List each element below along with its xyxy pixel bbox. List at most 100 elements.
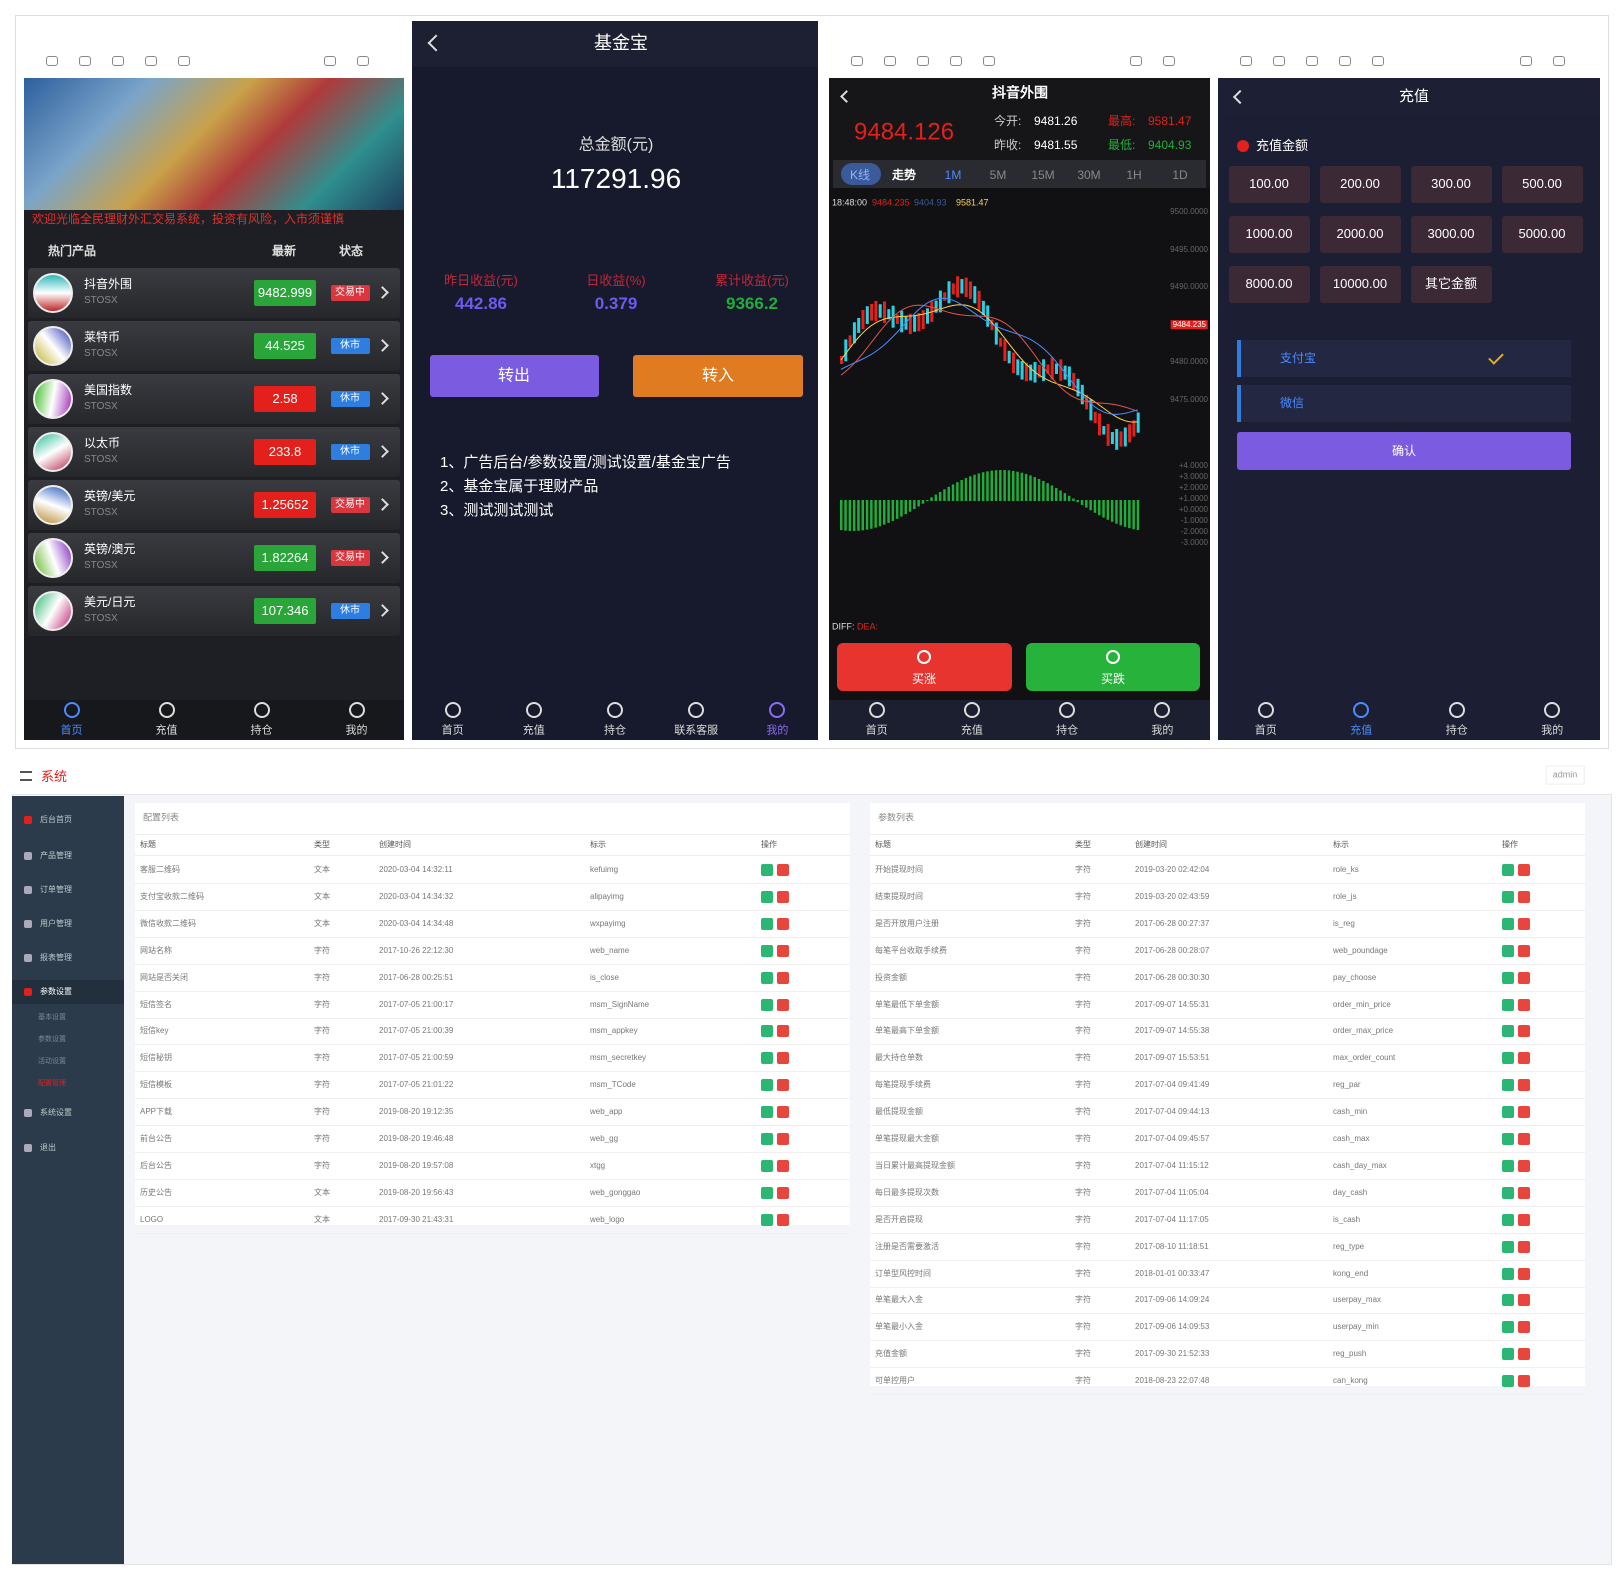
nav-label[interactable]: 持仓 bbox=[604, 724, 626, 737]
edit-button[interactable] bbox=[1502, 1375, 1514, 1388]
toolbar-icon[interactable] bbox=[1240, 56, 1252, 66]
button-label[interactable]: 转入 bbox=[701, 367, 735, 385]
edit-button[interactable] bbox=[1502, 1025, 1514, 1038]
nav-icon[interactable] bbox=[158, 702, 175, 718]
amount-text[interactable]: 300.00 bbox=[1431, 176, 1471, 192]
delete-button[interactable] bbox=[1518, 1213, 1530, 1226]
button-label[interactable]: 买跌 bbox=[1100, 671, 1126, 686]
nav-icon[interactable] bbox=[1257, 702, 1274, 718]
amount-text[interactable]: 10000.00 bbox=[1332, 276, 1388, 292]
toolbar-icon[interactable] bbox=[79, 56, 91, 66]
amount-text[interactable]: 5000.00 bbox=[1518, 226, 1566, 242]
edit-button[interactable] bbox=[761, 1213, 773, 1226]
amount-option[interactable] bbox=[1320, 266, 1401, 303]
nav-icon[interactable] bbox=[253, 702, 270, 718]
delete-button[interactable] bbox=[1518, 1267, 1530, 1280]
nav-icon[interactable] bbox=[769, 702, 786, 718]
button-label[interactable]: 转出 bbox=[497, 367, 531, 385]
nav-label[interactable]: 首页 bbox=[441, 724, 464, 737]
delete-button[interactable] bbox=[1518, 1186, 1530, 1199]
confirm-button[interactable] bbox=[1237, 432, 1571, 470]
delete-button[interactable] bbox=[1518, 1159, 1530, 1172]
delete-button[interactable] bbox=[777, 1159, 789, 1172]
nav-icon[interactable] bbox=[607, 702, 623, 718]
delete-button[interactable] bbox=[777, 998, 789, 1011]
menu-item[interactable]: 报表管理 bbox=[40, 953, 72, 963]
edit-button[interactable] bbox=[1502, 1052, 1514, 1065]
amount-option[interactable] bbox=[1320, 166, 1401, 203]
tab[interactable]: 15M bbox=[1031, 167, 1055, 182]
amount-option[interactable] bbox=[1502, 216, 1583, 253]
amount-text[interactable]: 100.00 bbox=[1249, 176, 1289, 192]
menu-toggle[interactable] bbox=[20, 771, 32, 781]
toolbar-icon[interactable] bbox=[1306, 56, 1318, 66]
tab[interactable]: K线 bbox=[849, 167, 871, 182]
toolbar-icon[interactable] bbox=[46, 56, 58, 66]
edit-button[interactable] bbox=[1502, 1348, 1514, 1361]
amount-option[interactable] bbox=[1411, 266, 1492, 303]
edit-button[interactable] bbox=[1502, 1106, 1514, 1119]
toolbar-icon[interactable] bbox=[1372, 56, 1384, 66]
button-label[interactable]: 买涨 bbox=[911, 671, 937, 686]
delete-button[interactable] bbox=[777, 944, 789, 957]
edit-button[interactable] bbox=[1502, 1240, 1514, 1253]
delete-button[interactable] bbox=[1518, 1294, 1530, 1307]
toolbar-icon[interactable] bbox=[851, 56, 863, 66]
edit-button[interactable] bbox=[761, 1052, 773, 1065]
toolbar-icon[interactable] bbox=[178, 56, 190, 66]
delete-button[interactable] bbox=[1518, 1133, 1530, 1145]
amount-option[interactable] bbox=[1320, 216, 1401, 253]
delete-button[interactable] bbox=[1518, 1375, 1530, 1388]
toolbar-icon[interactable] bbox=[950, 56, 962, 66]
edit-button[interactable] bbox=[761, 917, 773, 930]
nav-icon[interactable] bbox=[525, 702, 542, 718]
edit-button[interactable] bbox=[761, 890, 773, 903]
delete-button[interactable] bbox=[1518, 1240, 1530, 1253]
edit-button[interactable] bbox=[1502, 1294, 1514, 1307]
nav-icon[interactable] bbox=[63, 702, 80, 718]
tab-active[interactable] bbox=[841, 163, 881, 185]
delete-button[interactable] bbox=[777, 1133, 789, 1145]
delete-button[interactable] bbox=[777, 864, 789, 876]
delete-button[interactable] bbox=[777, 1106, 789, 1119]
delete-button[interactable] bbox=[1518, 944, 1530, 957]
delete-button[interactable] bbox=[1518, 998, 1530, 1011]
delete-button[interactable] bbox=[777, 1079, 789, 1092]
delete-button[interactable] bbox=[1518, 917, 1530, 930]
toolbar-icon[interactable] bbox=[357, 56, 369, 66]
edit-button[interactable] bbox=[1502, 971, 1514, 984]
toolbar-icon[interactable] bbox=[1163, 56, 1175, 66]
amount-option[interactable] bbox=[1229, 166, 1310, 203]
delete-button[interactable] bbox=[777, 890, 789, 903]
edit-button[interactable] bbox=[1502, 944, 1514, 957]
edit-button[interactable] bbox=[1502, 1213, 1514, 1226]
delete-button[interactable] bbox=[1518, 971, 1530, 984]
delete-button[interactable] bbox=[1518, 890, 1530, 903]
delete-button[interactable] bbox=[777, 971, 789, 984]
delete-button[interactable] bbox=[1518, 1321, 1530, 1334]
amount-option[interactable] bbox=[1411, 216, 1492, 253]
payment-label[interactable]: 微信 bbox=[1280, 395, 1305, 410]
submenu-item[interactable]: 活动设置 bbox=[38, 1057, 66, 1065]
transfer-out-button[interactable] bbox=[430, 355, 599, 397]
amount-text[interactable]: 3000.00 bbox=[1427, 226, 1475, 242]
toolbar-icon[interactable] bbox=[1520, 56, 1532, 66]
edit-button[interactable] bbox=[1502, 890, 1514, 903]
toolbar-icon[interactable] bbox=[112, 56, 124, 66]
toolbar-icon[interactable] bbox=[884, 56, 896, 66]
toolbar-icon[interactable] bbox=[1273, 56, 1285, 66]
menu-item[interactable]: 后台首页 bbox=[40, 815, 72, 825]
submenu-item[interactable]: 参数设置 bbox=[38, 1035, 66, 1043]
edit-button[interactable] bbox=[761, 1025, 773, 1038]
edit-button[interactable] bbox=[761, 1186, 773, 1199]
amount-option[interactable] bbox=[1229, 266, 1310, 303]
button-label[interactable]: 确认 bbox=[1391, 443, 1417, 458]
tab[interactable]: 1D bbox=[1172, 167, 1188, 182]
amount-option[interactable] bbox=[1502, 166, 1583, 203]
transfer-in-button[interactable] bbox=[633, 355, 803, 397]
nav-icon[interactable] bbox=[1059, 702, 1076, 718]
nav-icon[interactable] bbox=[963, 702, 980, 718]
amount-option[interactable] bbox=[1229, 216, 1310, 253]
menu-item[interactable]: 退出 bbox=[40, 1143, 56, 1153]
edit-button[interactable] bbox=[1502, 1186, 1514, 1199]
